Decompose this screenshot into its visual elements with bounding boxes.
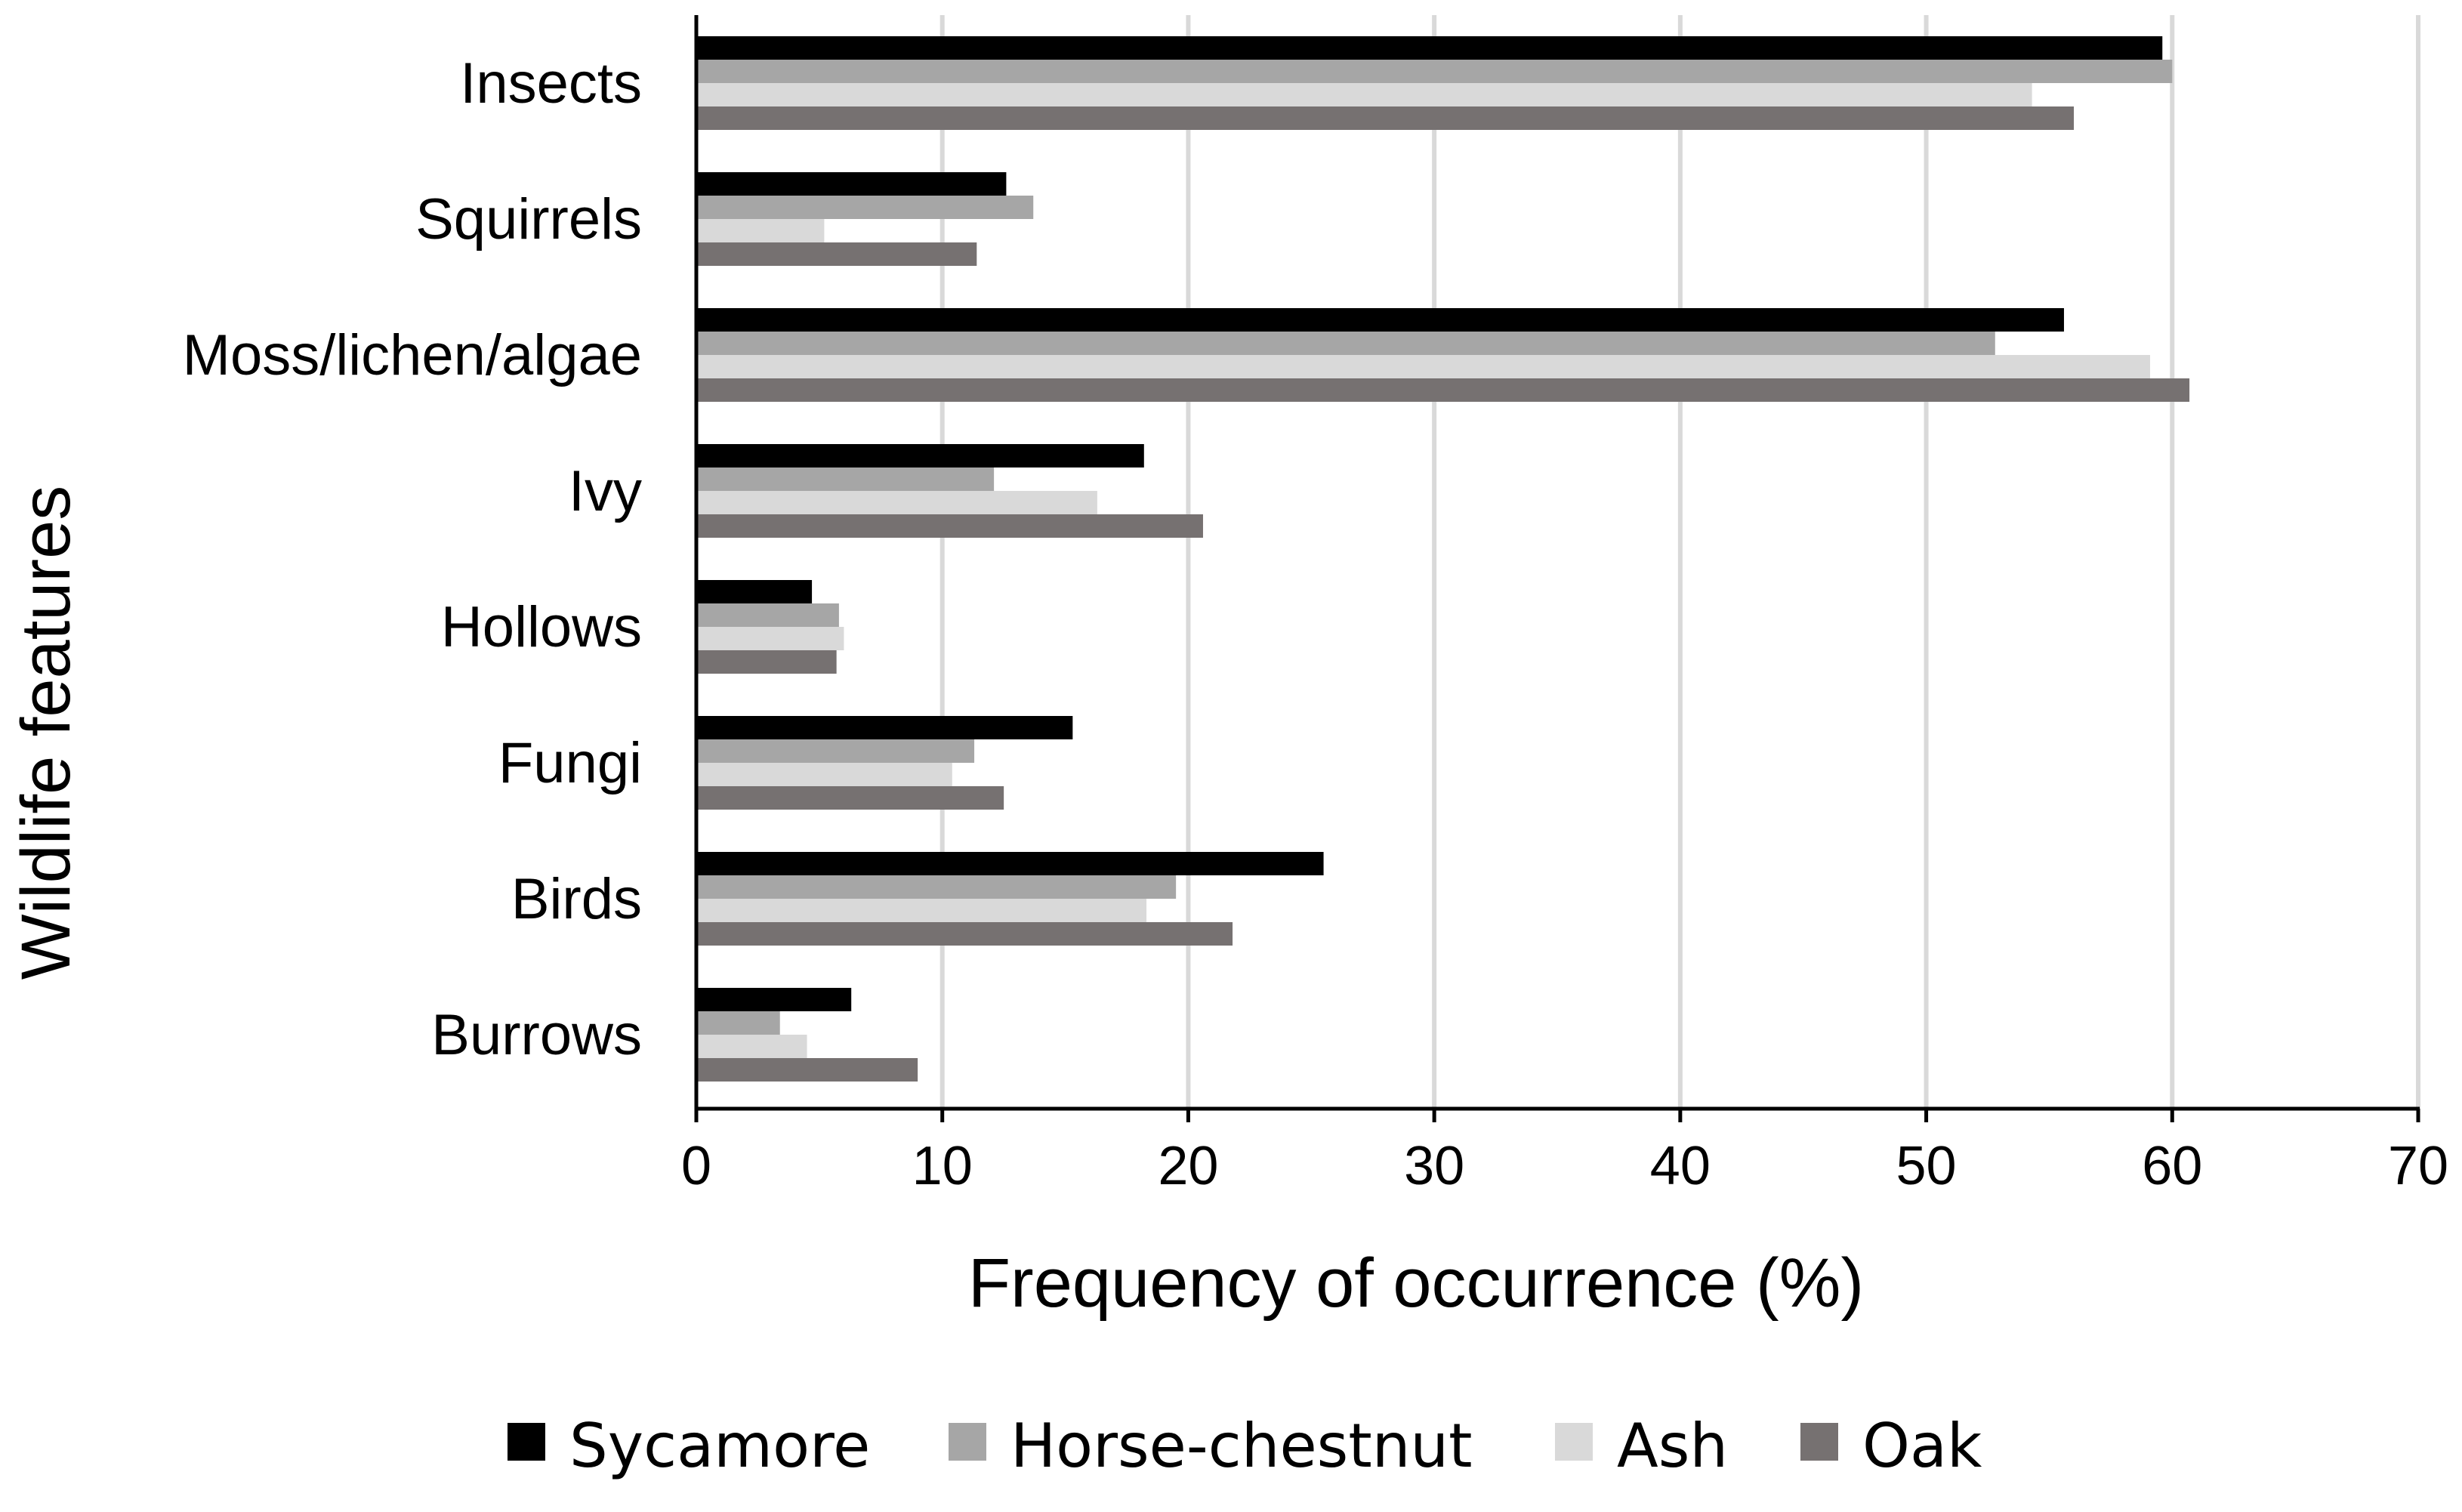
x-tick-label: 50 xyxy=(1896,1136,1957,1196)
bar xyxy=(696,106,2074,130)
bar xyxy=(696,514,1203,538)
bar xyxy=(696,1058,918,1082)
y-tick-label: Burrows xyxy=(431,1003,642,1067)
legend-label: Ash xyxy=(1617,1411,1728,1481)
legend-swatch xyxy=(949,1423,986,1461)
bar xyxy=(696,332,1995,355)
bar-group xyxy=(696,580,844,674)
bar xyxy=(696,650,837,674)
bar-group xyxy=(696,36,2173,130)
bar xyxy=(696,219,825,242)
bar xyxy=(696,1035,807,1058)
axes xyxy=(694,15,2420,1122)
bar xyxy=(696,83,2032,106)
bar xyxy=(696,852,1324,875)
x-tick-label: 40 xyxy=(1650,1136,1711,1196)
x-axis-title: Frequency of occurrence (%) xyxy=(968,1245,1864,1322)
bar xyxy=(696,491,1097,514)
bar xyxy=(696,444,1144,467)
legend-item: Sycamore xyxy=(508,1411,870,1481)
bar xyxy=(696,36,2163,60)
y-tick-label: Hollows xyxy=(441,595,642,659)
x-tick-label: 70 xyxy=(2388,1136,2448,1196)
legend-label: Sycamore xyxy=(569,1411,870,1481)
legend-item: Ash xyxy=(1555,1411,1728,1481)
bar xyxy=(696,196,1034,219)
bar xyxy=(696,60,2173,83)
bar xyxy=(696,739,975,763)
bar xyxy=(696,786,1004,810)
legend-swatch xyxy=(508,1423,545,1461)
legend-item: Horse-chestnut xyxy=(949,1411,1472,1481)
bar xyxy=(696,580,813,603)
bar xyxy=(696,899,1147,922)
y-tick-label: Moss/lichen/algae xyxy=(183,323,642,387)
bar-group xyxy=(696,852,1324,946)
y-tick-label: Fungi xyxy=(498,731,642,795)
bar-group xyxy=(696,444,1203,538)
x-tick-label: 10 xyxy=(912,1136,973,1196)
bar xyxy=(696,467,995,491)
bar xyxy=(696,1011,780,1035)
bar xyxy=(696,763,952,786)
bar-group xyxy=(696,716,1073,810)
legend-label: Oak xyxy=(1862,1411,1982,1481)
bar xyxy=(696,875,1177,899)
bar xyxy=(696,308,2064,332)
x-tick-label: 60 xyxy=(2142,1136,2202,1196)
bar xyxy=(696,603,839,627)
bar xyxy=(696,378,2190,402)
bar xyxy=(696,716,1073,739)
legend-label: Horse-chestnut xyxy=(1010,1411,1472,1481)
bar-group xyxy=(696,172,1034,266)
y-tick-label: Birds xyxy=(511,867,642,931)
x-tick-label: 20 xyxy=(1158,1136,1218,1196)
bar xyxy=(696,172,1007,196)
y-axis-title: Wildlife features xyxy=(8,486,85,980)
bar xyxy=(696,988,852,1011)
y-tick-label: Ivy xyxy=(569,459,642,523)
bar xyxy=(696,242,977,266)
bar xyxy=(696,922,1233,946)
legend-swatch xyxy=(1800,1423,1838,1461)
y-tick-label: Squirrels xyxy=(415,187,642,251)
y-tick-label: Insects xyxy=(460,51,642,116)
legend: Sycamore Horse-chestnut Ash Oak xyxy=(508,1411,1982,1481)
bar xyxy=(696,627,844,650)
bar-group xyxy=(696,988,918,1082)
bar xyxy=(696,355,2150,378)
legend-item: Oak xyxy=(1800,1411,1982,1481)
y-tick-labels: Insects Squirrels Moss/lichen/algae Ivy Holl… xyxy=(183,51,642,1067)
x-tick-label: 30 xyxy=(1404,1136,1464,1196)
x-tick-labels: 0 10 20 30 40 50 60 70 xyxy=(681,1136,2448,1196)
x-tick-label: 0 xyxy=(681,1136,711,1196)
bars xyxy=(696,36,2190,1082)
legend-swatch xyxy=(1555,1423,1593,1461)
bar-group xyxy=(696,308,2190,402)
gridlines xyxy=(939,15,2420,1109)
